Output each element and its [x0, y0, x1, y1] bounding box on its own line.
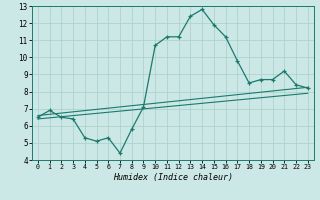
X-axis label: Humidex (Indice chaleur): Humidex (Indice chaleur): [113, 173, 233, 182]
